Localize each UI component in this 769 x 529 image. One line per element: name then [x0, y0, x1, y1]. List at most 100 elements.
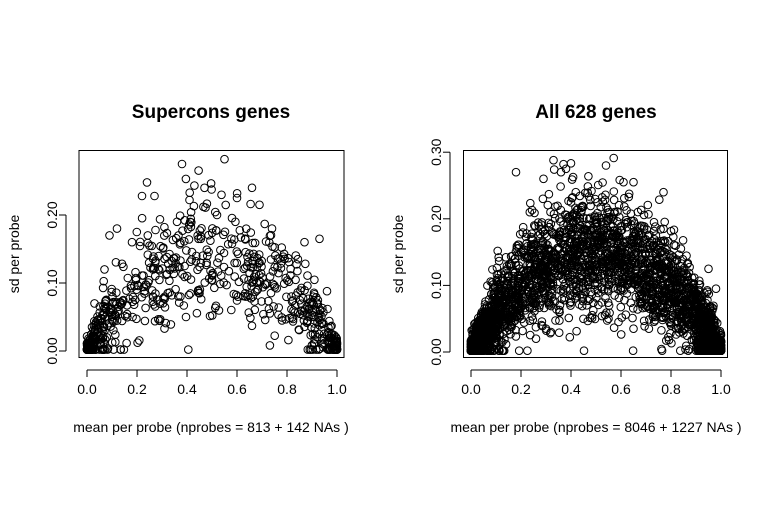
data-point [577, 236, 587, 246]
data-point [300, 237, 309, 247]
data-point [135, 241, 145, 251]
data-point [590, 211, 600, 220]
data-point [621, 215, 631, 225]
data-point [664, 335, 674, 345]
data-point [246, 313, 255, 323]
data-point [493, 246, 503, 256]
data-point [614, 293, 624, 303]
data-point [507, 311, 516, 321]
data-point [256, 269, 266, 278]
data-point [614, 200, 624, 210]
data-point [609, 243, 619, 252]
data-point [564, 225, 574, 235]
data-point [293, 254, 303, 264]
data-point [644, 210, 653, 219]
data-point [612, 254, 621, 264]
data-point [685, 262, 694, 272]
data-point [185, 195, 194, 205]
scatter-panel-supercons: Supercons genes 0.0 0.2 0.4 0.6 0.8 1.0 0.000… [6, 102, 349, 435]
data-point [544, 298, 553, 308]
data-point [481, 318, 491, 327]
data-point [260, 219, 270, 229]
data-point [606, 222, 616, 231]
y-tick-label: 0.00 [428, 338, 444, 365]
data-point [298, 294, 308, 303]
data-point [528, 267, 538, 277]
data-point [258, 273, 267, 282]
data-point [676, 244, 686, 253]
data-point [232, 189, 242, 198]
data-point [525, 207, 535, 217]
data-point [554, 328, 564, 338]
data-point [200, 183, 209, 193]
data-point [598, 197, 608, 206]
data-point [184, 235, 194, 244]
data-point [636, 221, 646, 230]
data-point [509, 271, 518, 281]
data-point [476, 323, 486, 332]
data-point [227, 234, 236, 243]
data-point [170, 264, 179, 273]
data-point [471, 345, 481, 355]
data-point [310, 312, 319, 322]
data-point [512, 241, 522, 251]
data-point [614, 270, 623, 280]
x-tick-label: 0.2 [127, 381, 147, 397]
data-point [162, 228, 172, 238]
data-point [528, 315, 538, 325]
data-point [616, 330, 626, 339]
data-point [637, 249, 647, 258]
data-point [678, 312, 688, 322]
data-point [100, 326, 109, 335]
data-point [581, 288, 590, 297]
data-point [599, 285, 609, 295]
data-point [542, 267, 552, 277]
data-point [252, 278, 262, 287]
data-point [632, 243, 641, 253]
data-point [196, 258, 206, 268]
data-point [184, 290, 194, 300]
data-point [643, 200, 653, 210]
data-point [143, 231, 153, 240]
data-point [270, 262, 280, 272]
x-axis: 0.0 0.2 0.4 0.6 0.8 1.0 [461, 369, 731, 397]
data-point [122, 286, 131, 295]
data-point [589, 298, 598, 308]
data-point [504, 271, 514, 281]
data-point [663, 237, 673, 246]
data-point [603, 267, 613, 277]
data-point [160, 254, 169, 264]
data-point [556, 182, 565, 191]
data-point [704, 289, 714, 299]
data-point [177, 159, 187, 169]
chart-title: Supercons genes [132, 102, 290, 123]
data-point [332, 344, 342, 354]
data-point [206, 266, 215, 276]
data-point [291, 275, 300, 285]
data-point [615, 275, 624, 285]
data-point [524, 266, 533, 275]
data-point [286, 264, 295, 274]
data-point [181, 312, 191, 322]
data-point [495, 311, 505, 321]
data-point [488, 326, 498, 336]
data-point [671, 241, 681, 250]
data-point [502, 287, 511, 297]
data-point [635, 223, 645, 232]
data-point [117, 316, 127, 326]
data-point [648, 241, 657, 250]
data-point [149, 252, 158, 261]
data-point [505, 260, 514, 269]
data-point [232, 290, 241, 300]
data-point [626, 284, 636, 294]
data-point [695, 280, 705, 289]
data-point [616, 302, 626, 312]
data-point [515, 229, 525, 239]
data-point [315, 234, 324, 244]
data-point [525, 272, 535, 281]
y-tick-label: 0.00 [44, 337, 60, 364]
data-point [567, 193, 577, 203]
data-point [622, 206, 631, 215]
data-point [493, 315, 503, 325]
data-point [539, 249, 549, 258]
